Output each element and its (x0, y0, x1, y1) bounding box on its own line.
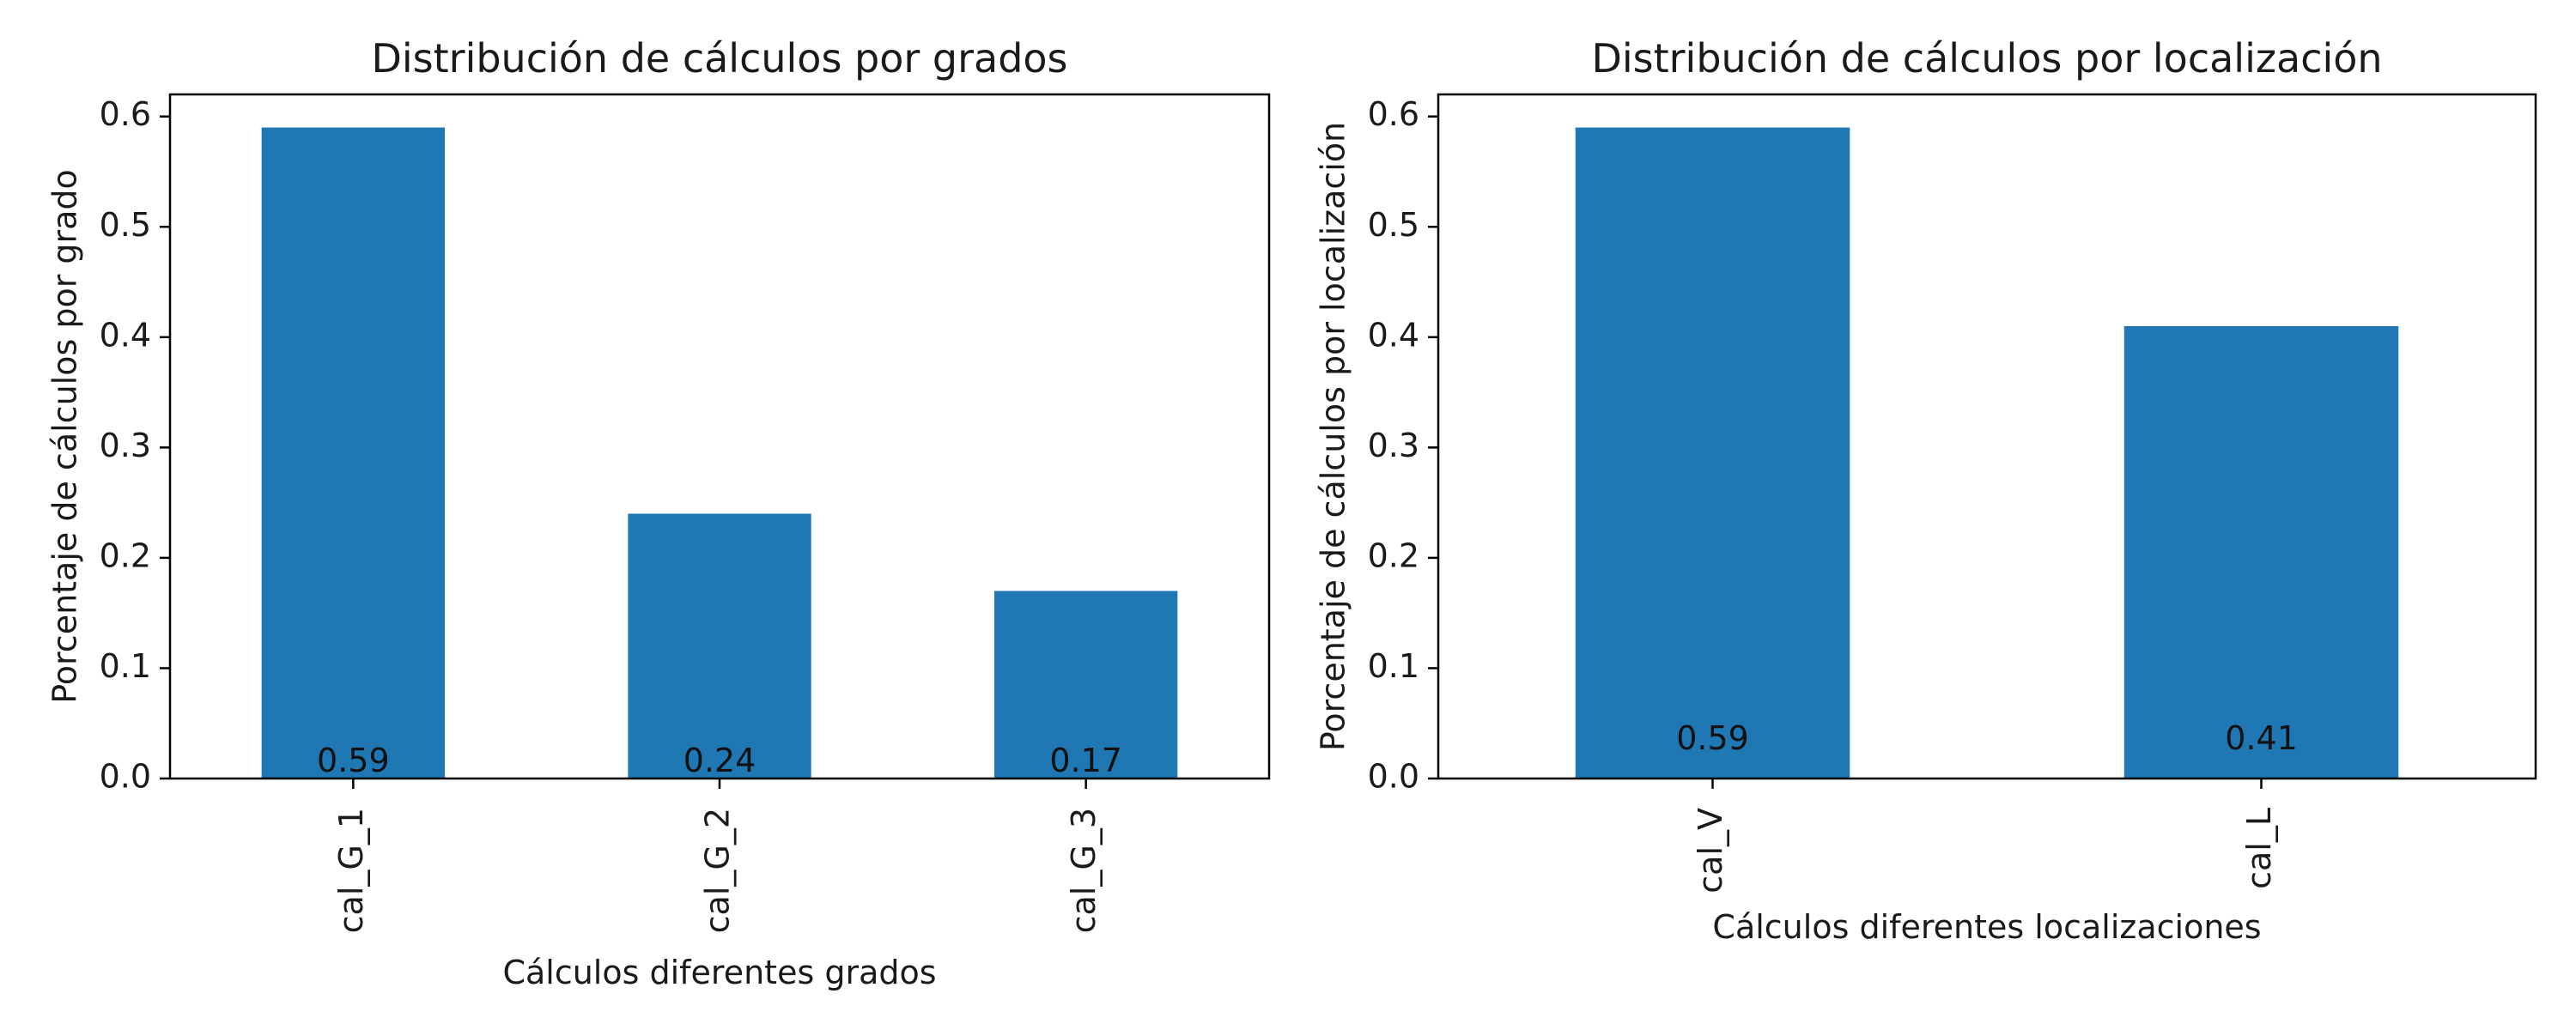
y-tick-label: 0.5 (100, 206, 151, 244)
y-tick-label: 0.1 (1368, 647, 1419, 685)
bar-cal_L (2123, 325, 2399, 779)
bar-cal_V (1575, 127, 1850, 779)
plot-frame (1437, 93, 2537, 780)
y-tick-label: 0.0 (1368, 758, 1419, 796)
data-label: 0.41 (2225, 719, 2298, 757)
y-tick-label: 0.2 (1368, 536, 1419, 574)
data-labels: 0.59 0.24 0.17 (317, 742, 1122, 779)
y-tick-label: 0.3 (1368, 427, 1419, 464)
bar-cal_G_1 (261, 127, 445, 779)
y-tick-label: 0.5 (1368, 206, 1419, 244)
plot-frame (168, 93, 1271, 780)
y-tick-label: 0.6 (1368, 95, 1419, 133)
axis-ticks: cal_G_1 cal_G_2 cal_G_3 0.0 0.1 0.2 0.3 0.4 0.5 0… (100, 95, 1103, 933)
x-tick-label: cal_L (2240, 808, 2278, 889)
x-tick-label: cal_G_3 (1065, 808, 1103, 933)
x-tick-label: cal_G_1 (332, 808, 370, 933)
y-tick-label: 0.0 (100, 758, 151, 796)
y-tick-label: 0.4 (1368, 316, 1419, 354)
y-tick-label: 0.3 (100, 427, 151, 464)
y-axis-label: Porcentaje de cálculos por grado (46, 169, 84, 704)
data-labels: 0.59 0.41 (1676, 719, 2298, 757)
bars (1575, 127, 2399, 779)
y-axis-label: Porcentaje de cálculos por localización (1315, 122, 1352, 751)
bar-cal_G_3 (994, 591, 1178, 779)
chart-by-location: Distribución de cálculos por localizació… (1315, 35, 2537, 946)
y-tick-label: 0.1 (100, 647, 151, 685)
x-axis-label: Cálculos diferentes grados (502, 954, 936, 991)
x-axis-label: Cálculos diferentes localizaciones (1712, 908, 2261, 946)
chart-title: Distribución de cálculos por localizació… (1591, 35, 2382, 82)
bar-cal_G_2 (628, 513, 811, 779)
y-tick-label: 0.6 (100, 95, 151, 133)
data-label: 0.17 (1049, 742, 1122, 779)
x-tick-label: cal_V (1692, 808, 1729, 894)
data-label: 0.24 (683, 742, 756, 779)
chart-title: Distribución de cálculos por grados (371, 35, 1067, 82)
y-tick-label: 0.4 (100, 316, 151, 354)
axis-ticks: cal_V cal_L 0.0 0.1 0.2 0.3 0.4 0.5 0.6 (1368, 95, 2278, 894)
data-label: 0.59 (317, 742, 390, 779)
chart-by-grades: Distribución de cálculos por grados Porc… (46, 35, 1271, 991)
x-tick-label: cal_G_2 (699, 808, 737, 933)
data-label: 0.59 (1676, 719, 1749, 757)
bars (261, 127, 1178, 779)
y-tick-label: 0.2 (100, 536, 151, 574)
